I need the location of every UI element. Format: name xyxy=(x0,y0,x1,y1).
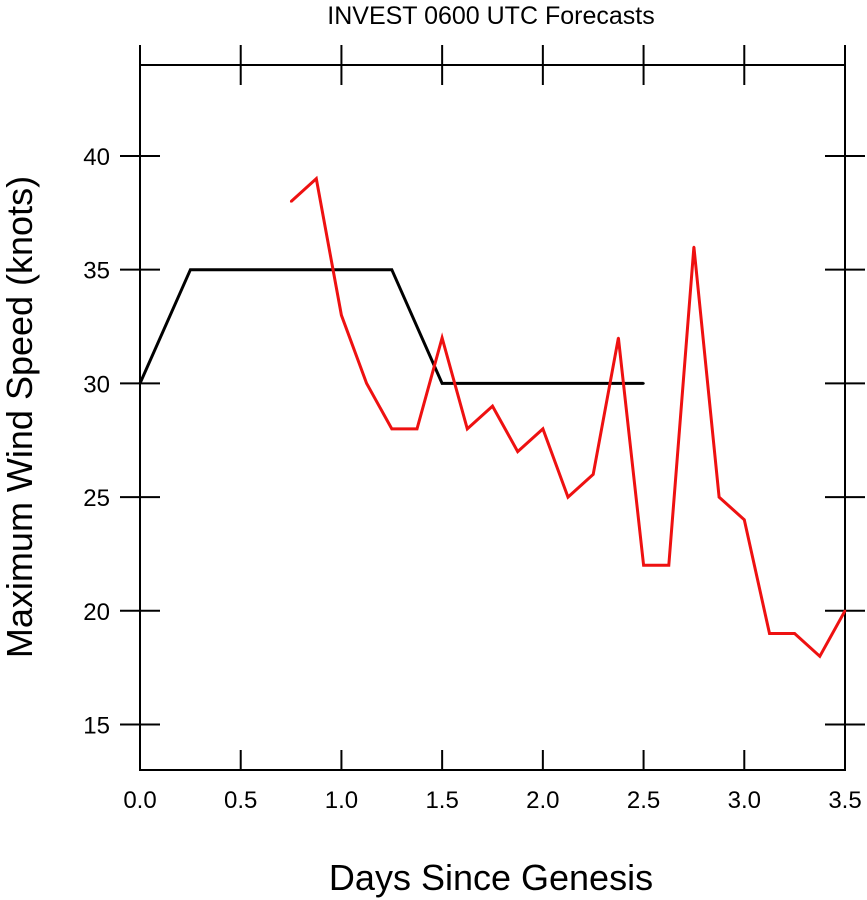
series-2-point xyxy=(743,518,746,521)
series-2-point xyxy=(390,427,393,431)
series-2-point xyxy=(717,495,721,499)
series-2-point xyxy=(617,336,620,340)
y-axis-label: Maximum Wind Speed (knots) xyxy=(0,176,40,658)
series-1-point xyxy=(440,382,444,385)
series-2-point xyxy=(843,609,847,612)
x-tick-label: 3.0 xyxy=(728,787,761,814)
series-2-point xyxy=(566,495,570,499)
series-line-2 xyxy=(290,175,847,659)
series-2-point xyxy=(289,200,293,203)
x-tick-label: 1.5 xyxy=(425,787,458,814)
x-tick-label: 0.0 xyxy=(123,787,156,814)
series-2-point xyxy=(592,473,595,476)
x-tick-label: 2.5 xyxy=(627,787,660,814)
y-tick-label: 30 xyxy=(83,371,110,398)
series-2-point xyxy=(340,314,343,317)
series-2-point xyxy=(315,177,318,180)
y-tick-label: 40 xyxy=(83,144,110,171)
y-tick-label: 25 xyxy=(83,485,110,512)
x-tick-label: 3.5 xyxy=(828,787,861,814)
chart-title: INVEST 0600 UTC Forecasts xyxy=(327,2,654,30)
series-1-point xyxy=(189,268,192,271)
series-2-point xyxy=(491,404,494,408)
series-2-point xyxy=(516,450,519,453)
series-2-point xyxy=(793,632,796,635)
series-2-point xyxy=(692,245,696,249)
series-2-point xyxy=(365,382,368,385)
x-tick-label: 1.0 xyxy=(325,787,358,814)
series-1-point xyxy=(390,268,393,271)
series-2-point xyxy=(818,655,821,658)
series-2-point xyxy=(466,427,469,431)
plot-frame xyxy=(139,64,846,771)
series-line-1 xyxy=(138,268,644,385)
y-tick-label: 35 xyxy=(83,258,110,285)
y-tick-label: 15 xyxy=(83,713,110,740)
series-1-point xyxy=(138,382,142,385)
axis-ticks: 0.0 0.5 1.0 1.5 2.0 2.5 3.0 3.5 15 20 25 30 35 40 xyxy=(83,45,865,814)
series-1-point xyxy=(642,382,645,385)
series-2-point xyxy=(768,632,771,635)
series-2-point xyxy=(440,336,444,340)
series-2-point xyxy=(667,564,670,567)
series-layer xyxy=(138,175,847,659)
x-tick-label: 0.5 xyxy=(224,787,257,814)
y-tick-label: 20 xyxy=(83,599,110,626)
x-tick-label: 2.0 xyxy=(526,787,559,814)
x-axis-label: Days Since Genesis xyxy=(329,857,653,898)
series-2-point xyxy=(642,564,645,567)
series-2-point xyxy=(541,427,545,431)
series-2-point xyxy=(415,427,419,431)
